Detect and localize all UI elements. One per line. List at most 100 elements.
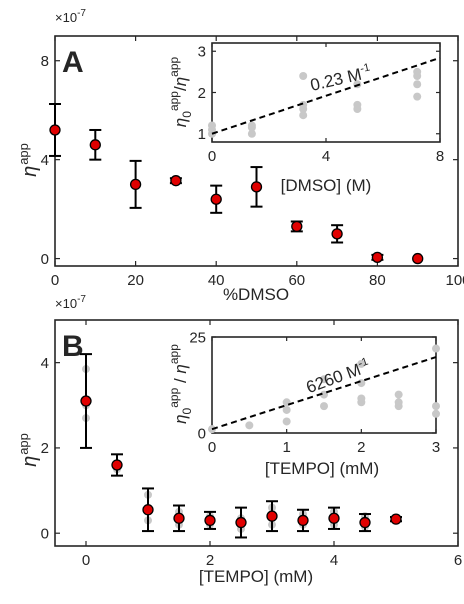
y-tick-label: 8 [41,53,49,70]
panel-b-y-multiplier: ×10-7 [55,294,86,311]
data-point [89,139,101,151]
panel-a-inset-xlabel: [DMSO] (M) [281,176,372,195]
inset-point [394,398,403,407]
panel-a-y-multiplier: ×10-7 [55,8,86,25]
inset-point [320,375,328,384]
panel-b-y-ticks: 0 2 4 [41,355,458,542]
inset-point [432,344,440,353]
panel-b-inset-ylabel: η0app / ηapp [167,344,194,424]
inset-point [320,390,328,399]
x-tick-label: 3 [432,439,440,456]
x-tick-label: 40 [208,272,225,289]
data-point [111,459,123,471]
panel-a-letter: A [62,46,84,79]
panel-b-letter: B [62,330,84,363]
inset-point [413,80,422,89]
panel-a-ylabel: ηapp [16,143,41,177]
inset-point [299,100,308,109]
panel-a-y-ticks: 0 4 8 [41,53,458,268]
inset-point [247,129,256,138]
inset-point [282,417,291,426]
data-point [266,510,278,522]
y-tick-label: 25 [189,329,206,346]
x-tick-label: 6 [454,552,462,569]
y-tick-label: 4 [41,152,49,169]
panel-a-xlabel: %DMSO [223,285,289,304]
panel-b-xlabel: [TEMPO] (mM) [199,567,313,586]
panel-a-data [49,103,424,265]
inset-point [357,359,366,368]
data-point [210,193,222,205]
inset-point [357,394,366,403]
inset-point [413,92,422,101]
x-tick-label: 8 [436,148,444,165]
x-tick-label: 60 [288,272,305,289]
data-point [142,504,154,516]
data-point [371,251,384,263]
data-point [328,512,340,524]
panel-a-inset-data [208,56,441,138]
data-point [390,513,402,525]
panel-b-data [80,353,402,539]
x-tick-label: 2 [357,439,365,456]
y-tick-label: 3 [198,44,206,61]
panel-a-inset-x-ticks: 0 4 8 [208,43,444,165]
data-point [412,252,424,265]
x-tick-label: 0 [51,272,59,289]
data-point [297,514,309,527]
data-point [129,178,142,191]
y-tick-label: 4 [41,355,49,372]
y-tick-label: 2 [198,85,206,102]
panel-a-inset-ylabel: η0app/ηapp [167,56,194,127]
panel-b-x-ticks: 0 2 4 6 [82,320,462,569]
inset-point [432,402,440,411]
y-tick-label: 0 [41,251,49,268]
data-point [291,220,303,233]
y-tick-label: 2 [41,440,49,457]
inset-point [245,421,254,430]
y-tick-label: 1 [198,126,206,143]
inset-point [299,111,308,120]
data-point [359,516,371,529]
inset-point [247,121,256,130]
x-tick-label: 0 [208,148,216,165]
inset-point [353,100,362,109]
inset-point [208,121,216,130]
x-tick-label: 0 [82,552,90,569]
panel-b-inset-xlabel: [TEMPO] (mM) [265,459,379,478]
data-point [170,175,182,187]
x-tick-label: 2 [206,552,214,569]
x-tick-label: 100 [445,272,464,289]
panel-a-inset-box [211,42,441,143]
data-point [173,512,185,524]
inset-point [432,409,440,418]
x-tick-label: 4 [322,148,330,165]
data-point [331,228,343,240]
data-point [49,124,61,136]
data-point [250,181,263,193]
y-tick-label: 0 [198,425,206,442]
panel-b-inset-box [211,336,437,434]
x-tick-label: 1 [282,439,290,456]
panel-b-inset-x-ticks: 0 1 2 3 [208,337,440,456]
inset-point [282,405,291,414]
panel-b-ylabel: ηapp [16,433,41,467]
inset-point [413,67,422,76]
x-tick-label: 4 [330,552,338,569]
data-point [235,516,247,529]
data-point [80,395,92,407]
fit-line [211,56,441,135]
data-point [204,514,216,527]
inset-point [320,402,328,411]
inset-point [394,390,403,399]
y-tick-label: 0 [41,525,49,542]
panel-b-inset-data [208,344,440,434]
x-tick-label: 20 [127,272,144,289]
x-tick-label: 0 [208,439,216,456]
inset-point [299,72,308,80]
inset-point [357,379,366,388]
